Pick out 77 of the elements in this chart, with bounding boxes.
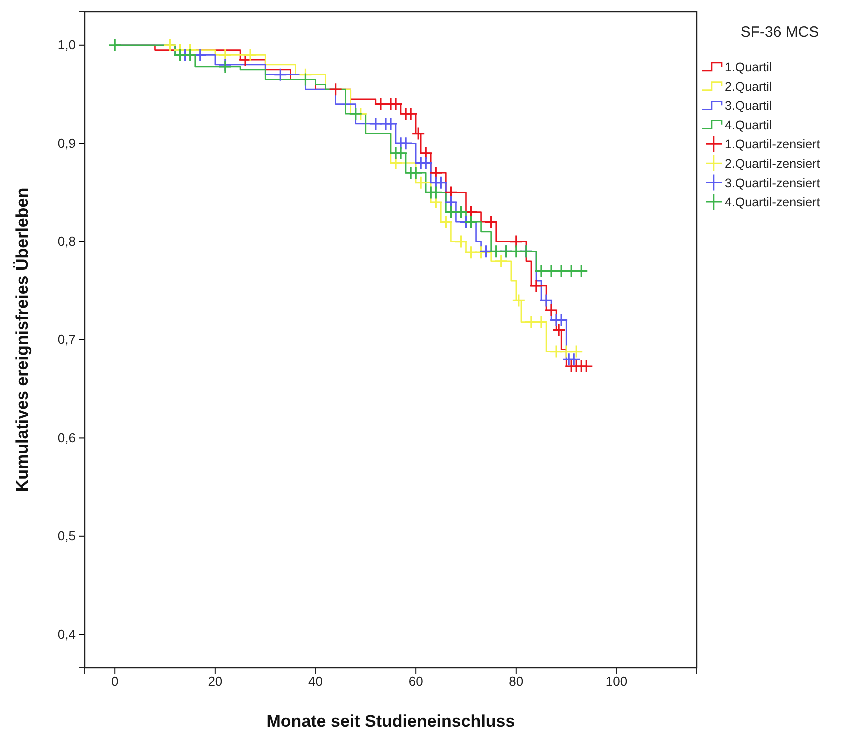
x-tick-label: 40 <box>308 674 323 690</box>
point <box>163 38 178 52</box>
point <box>404 107 418 121</box>
point <box>184 48 198 62</box>
y-tick-label: 0,7 <box>58 332 76 348</box>
point <box>444 196 458 210</box>
y-axis-title: Kumulatives ereignisfreies Überleben <box>13 188 32 492</box>
y-tick-label: 0,4 <box>58 626 76 642</box>
y-tick-label: 0,5 <box>58 528 76 544</box>
point <box>194 48 208 62</box>
point <box>384 117 398 131</box>
point <box>434 176 448 190</box>
point <box>329 82 343 96</box>
point <box>567 352 581 366</box>
x-tick-label: 80 <box>509 674 524 690</box>
point <box>540 294 554 308</box>
y-tick-label: 1,0 <box>58 38 76 53</box>
point <box>570 344 584 359</box>
point <box>544 304 558 318</box>
x-tick-label: 20 <box>208 674 223 690</box>
point <box>464 215 478 229</box>
point <box>238 53 252 67</box>
point <box>244 48 258 62</box>
x-tick-label: 0 <box>111 674 119 690</box>
point <box>550 344 564 359</box>
point <box>474 246 488 260</box>
legend-label: 3.Quartil <box>725 99 772 114</box>
point <box>429 166 443 180</box>
x-tick-label: 100 <box>606 674 628 690</box>
point <box>444 186 458 200</box>
point <box>552 323 566 337</box>
y-tick-label: 0,6 <box>58 430 76 446</box>
point <box>349 107 363 121</box>
point <box>369 117 383 131</box>
legend-label: 1.Quartil <box>725 60 772 74</box>
point <box>530 279 544 293</box>
x-axis-title: Monate seit Studieneinschluss <box>266 712 516 731</box>
point <box>554 314 568 328</box>
point <box>464 246 478 260</box>
point <box>560 344 574 359</box>
point <box>524 316 538 330</box>
point <box>414 176 428 190</box>
legend-label: 4.Quartil <box>725 118 772 132</box>
point <box>510 244 524 258</box>
point <box>444 206 458 220</box>
point <box>274 68 288 82</box>
point <box>454 206 468 220</box>
point <box>484 215 498 229</box>
point <box>512 294 526 308</box>
point <box>534 316 548 330</box>
point <box>429 196 443 210</box>
point <box>454 234 468 249</box>
point <box>298 72 313 87</box>
y-tick-label: 0,9 <box>58 136 76 151</box>
point <box>399 136 413 150</box>
legend-label: 2.Quartil-zensiert <box>725 157 821 171</box>
legend-title: SF-36 MCS <box>740 24 820 41</box>
legend-label: 2.Quartil <box>725 80 772 94</box>
point <box>108 38 122 52</box>
y-tick-label: 0,8 <box>58 234 76 249</box>
point <box>412 126 426 141</box>
point <box>490 244 504 258</box>
point <box>439 215 453 229</box>
x-tick-label: 60 <box>408 674 424 690</box>
point <box>394 146 408 160</box>
point <box>174 48 188 62</box>
point <box>389 98 403 112</box>
point <box>374 98 388 112</box>
point <box>494 254 508 268</box>
point <box>480 244 494 258</box>
point <box>580 360 594 374</box>
legend-label: 3.Quartil-zensiert <box>725 176 821 190</box>
point <box>429 186 443 200</box>
legend-label: 1.Quartil-zensiert <box>725 138 821 152</box>
legend-label: 4.Quartil-zensiert <box>725 196 821 210</box>
point <box>409 166 423 180</box>
point <box>419 156 433 170</box>
